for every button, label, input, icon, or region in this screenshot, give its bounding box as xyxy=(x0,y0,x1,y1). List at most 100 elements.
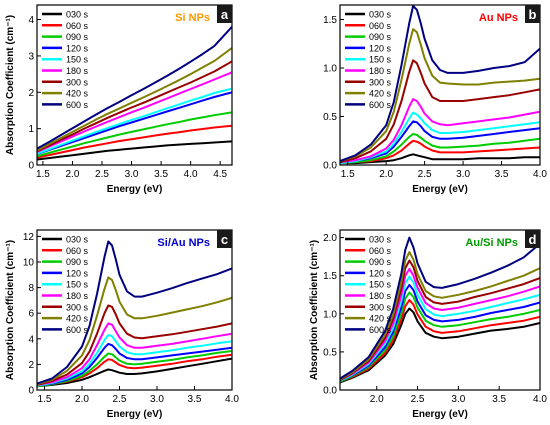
series-line-600s xyxy=(340,5,540,163)
x-tick-label: 4.5 xyxy=(213,169,227,180)
series-line-060s xyxy=(340,139,540,165)
x-tick-label: 2.5 xyxy=(411,394,425,405)
plot-frame xyxy=(36,229,233,391)
y-axis-label: Absorption Coefficient (cm⁻¹) xyxy=(309,240,320,380)
panel-letter-box xyxy=(217,230,232,248)
legend-entry-label: 090 s xyxy=(66,257,89,267)
series-line-120s xyxy=(340,120,540,165)
chart-title: Si NPs xyxy=(175,12,210,24)
x-tick-label: 4.0 xyxy=(533,394,547,405)
x-tick-label: 1.5 xyxy=(341,169,355,180)
x-tick-label: 4.0 xyxy=(533,169,547,180)
y-tick-label: 2.0 xyxy=(323,233,337,244)
y-tick-label: 1.0 xyxy=(323,309,337,320)
legend-entry-label: 300 s xyxy=(369,302,392,312)
legend-entry-label: 120 s xyxy=(66,268,89,278)
series-line-060s xyxy=(340,299,540,383)
panel-letter: c xyxy=(221,232,228,247)
series-line-600s xyxy=(37,26,232,150)
legend-entry-label: 120 s xyxy=(369,268,392,278)
series-line-150s xyxy=(37,334,232,387)
legend-entry-label: 420 s xyxy=(369,314,392,324)
series-line-120s xyxy=(340,283,540,382)
legend-entry-label: 060 s xyxy=(66,246,89,256)
y-tick-label: 12 xyxy=(23,232,35,243)
legend-entry-label: 180 s xyxy=(369,291,392,301)
plot-frame xyxy=(36,4,233,166)
plot-frame xyxy=(339,4,541,166)
y-axis-label: Absorption Coefficient (cm⁻¹) xyxy=(5,240,16,380)
y-tick-label: 0 xyxy=(28,161,34,172)
x-tick-label: 2.5 xyxy=(95,169,109,180)
y-tick-label: 0.0 xyxy=(323,161,337,172)
series-line-090s xyxy=(37,350,232,388)
plot-frame xyxy=(339,229,541,391)
x-tick-label: 4.0 xyxy=(225,394,239,405)
legend-entry-label: 300 s xyxy=(66,77,89,87)
legend-entry-label: 150 s xyxy=(66,55,89,65)
x-tick-label: 3.0 xyxy=(456,169,470,180)
x-tick-label: 3.5 xyxy=(495,169,509,180)
series-line-150s xyxy=(37,87,232,155)
series-line-060s xyxy=(37,124,232,159)
series-line-150s xyxy=(340,111,540,165)
legend-entry-label: 180 s xyxy=(369,66,392,76)
series-line-090s xyxy=(340,291,540,383)
y-tick-label: 1.0 xyxy=(323,64,337,75)
series-line-030s xyxy=(37,140,232,161)
y-tick-label: 4 xyxy=(28,334,34,345)
series-line-420s xyxy=(340,251,540,381)
panel-letter-box xyxy=(217,5,232,23)
series-line-030s xyxy=(37,357,232,388)
legend-entry-label: 300 s xyxy=(369,77,392,87)
series-line-180s xyxy=(340,98,540,164)
series-line-090s xyxy=(37,111,232,158)
y-tick-label: 0.5 xyxy=(323,347,337,358)
x-tick-label: 1.5 xyxy=(38,394,52,405)
series-line-120s xyxy=(37,91,232,156)
panel-letter-box xyxy=(525,5,540,23)
x-tick-label: 3.0 xyxy=(451,394,465,405)
panel-letter: b xyxy=(529,7,537,22)
series-line-300s xyxy=(37,304,232,386)
x-tick-label: 2.0 xyxy=(75,394,89,405)
legend-entry-label: 600 s xyxy=(66,100,89,110)
series-line-180s xyxy=(37,71,232,153)
y-tick-label: 1 xyxy=(28,124,34,135)
chart-title: Au NPs xyxy=(479,12,518,24)
y-tick-label: 1.5 xyxy=(323,271,337,282)
legend-entry-label: 060 s xyxy=(369,21,392,31)
y-tick-label: 3 xyxy=(28,51,34,62)
series-line-060s xyxy=(37,353,232,388)
x-tick-label: 2.0 xyxy=(379,169,393,180)
chart-title: Si/Au NPs xyxy=(157,237,210,249)
x-tick-label: 3.0 xyxy=(125,169,139,180)
y-tick-label: 8 xyxy=(28,283,34,294)
y-tick-label: 1.5 xyxy=(323,15,337,26)
panel-a: 1.5 2.0 2.5 3.0 3.5 4.0 4.5 0 1 2 3 4 Energy (eV) Abs… xyxy=(5,4,233,195)
series-line-420s xyxy=(340,28,540,163)
legend-entry-label: 600 s xyxy=(66,325,89,335)
x-axis-label: Energy (eV) xyxy=(107,409,163,420)
series-line-600s xyxy=(340,236,540,380)
legend-entry-label: 030 s xyxy=(369,235,392,245)
legend-entry-label: 090 s xyxy=(66,32,89,42)
x-tick-label: 3.5 xyxy=(492,394,506,405)
x-tick-label: 1.5 xyxy=(36,169,50,180)
legend-entry-label: 060 s xyxy=(66,21,89,31)
y-axis-label: Absorption Coefficient (cm⁻¹) xyxy=(5,15,16,155)
series-line-300s xyxy=(340,259,540,381)
legend-entry-label: 600 s xyxy=(369,100,392,110)
x-tick-label: 2.0 xyxy=(370,394,384,405)
legend-entry-label: 060 s xyxy=(369,246,392,256)
y-tick-label: 0.0 xyxy=(323,386,337,397)
x-tick-label: 2.5 xyxy=(113,394,127,405)
legend-entry-label: 420 s xyxy=(66,314,89,324)
x-tick-label: 4.0 xyxy=(184,169,198,180)
legend-entry-label: 420 s xyxy=(66,89,89,99)
legend-entry-label: 150 s xyxy=(66,280,89,290)
